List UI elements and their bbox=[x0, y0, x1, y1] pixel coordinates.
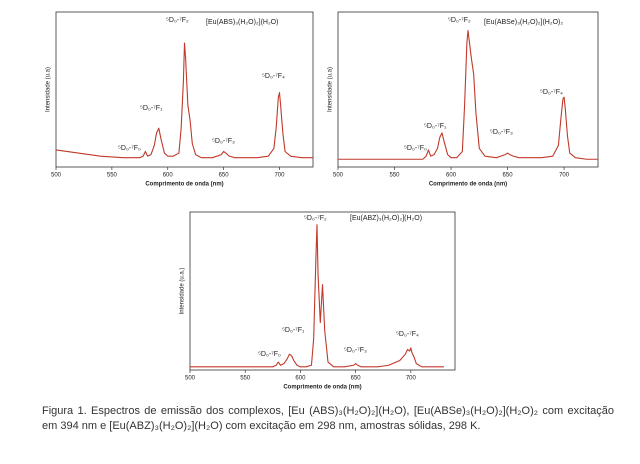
x-tick-label: 650 bbox=[351, 376, 362, 382]
annotation: ⁵D₀-⁷F₄ bbox=[396, 331, 419, 338]
x-tick-label: 550 bbox=[107, 173, 118, 179]
x-tick-label: 550 bbox=[240, 376, 251, 382]
x-tick-label: 600 bbox=[163, 173, 174, 179]
annotation: ⁵D₀-⁷F₂ bbox=[448, 17, 471, 24]
y-axis-label: Intensidade (u.a.) bbox=[180, 268, 186, 315]
x-tick-label: 650 bbox=[503, 173, 514, 179]
annotation: ⁵D₀-⁷F₂ bbox=[166, 17, 189, 24]
chart-title: [Eu(ABZ)₃(H₂O)₂](H₂O) bbox=[350, 215, 422, 222]
annotation: ⁵D₀-⁷F₃ bbox=[490, 129, 513, 136]
annotation: ⁵D₀-⁷F₃ bbox=[344, 347, 367, 354]
annotation: ⁵D₀-⁷F₁ bbox=[140, 105, 163, 112]
caption: Figura 1. Espectros de emissão dos compl… bbox=[42, 405, 614, 432]
spectrum-line bbox=[55, 42, 313, 159]
x-tick-label: 500 bbox=[51, 173, 62, 179]
annotation: ⁵D₀-⁷F₂ bbox=[304, 215, 327, 222]
x-tick-label: 500 bbox=[333, 173, 344, 179]
x-tick-label: 550 bbox=[390, 173, 401, 179]
plot-frame bbox=[337, 11, 599, 168]
figure: 500 550 600 650 700 Comprimento de onda (nm) I… bbox=[46, 11, 599, 391]
x-tick-label: 600 bbox=[295, 376, 306, 382]
x-axis-label: Comprimento de onda (nm) bbox=[283, 385, 361, 391]
plot-frame bbox=[189, 211, 456, 371]
x-tick-label: 700 bbox=[406, 376, 417, 382]
y-axis-label: Intensidade (u.a) bbox=[328, 67, 334, 112]
y-axis-label: Intensidade (u.a) bbox=[46, 67, 52, 112]
x-tick-label: 600 bbox=[446, 173, 457, 179]
chart-title: [Eu(ABSe)₃(H₂O)₂](H₂O)₂ bbox=[484, 19, 563, 26]
x-axis-label: Comprimento de onda (nm) bbox=[145, 182, 223, 188]
annotation: ⁵D₀-⁷F₁ bbox=[424, 123, 447, 130]
annotation: ⁵D₀-⁷F₀ bbox=[404, 145, 427, 152]
x-tick-label: 500 bbox=[185, 376, 196, 382]
annotation: ⁵D₀-⁷F₀ bbox=[118, 145, 141, 152]
spectrum-line bbox=[190, 224, 444, 368]
annotation: ⁵D₀-⁷F₁ bbox=[282, 327, 305, 334]
annotation: ⁵D₀-⁷F₄ bbox=[262, 73, 285, 80]
spectrum-line bbox=[338, 30, 598, 160]
x-tick-label: 700 bbox=[274, 173, 285, 179]
annotation: ⁵D₀-⁷F₀ bbox=[258, 351, 281, 358]
annotation: ⁵D₀-⁷F₃ bbox=[212, 138, 235, 145]
chart-title: [Eu(ABS)₃(H₂O)₂](H₂O) bbox=[206, 19, 278, 26]
annotation: ⁵D₀-⁷F₄ bbox=[540, 89, 563, 96]
plot-frame bbox=[55, 11, 314, 168]
x-axis-label: Comprimento de onda (nm) bbox=[429, 182, 507, 188]
x-tick-label: 650 bbox=[219, 173, 230, 179]
x-tick-label: 700 bbox=[559, 173, 570, 179]
